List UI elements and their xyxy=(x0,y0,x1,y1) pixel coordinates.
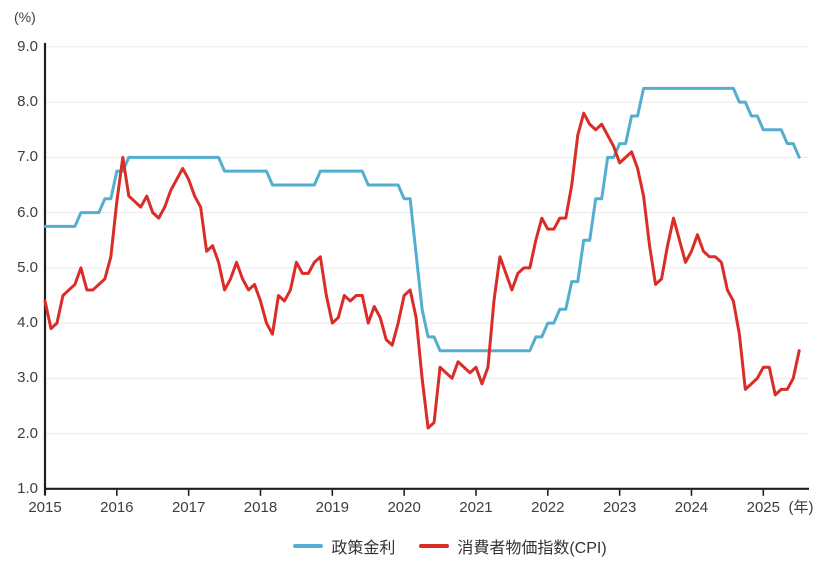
x-axis-tick-label: 2022 xyxy=(531,499,565,516)
legend-label: 政策金利 xyxy=(331,540,396,557)
x-axis-tick-label: 2018 xyxy=(243,499,278,516)
y-axis-tick-label: 1.0 xyxy=(17,479,38,497)
y-axis-unit-label: (%) xyxy=(14,9,36,25)
legend-item-policy-rate: 政策金利 xyxy=(293,534,395,558)
legend-item-cpi: 消費者物価指数(CPI) xyxy=(419,534,607,558)
policy-rate-line xyxy=(43,86,801,353)
x-axis-unit-label: (年) xyxy=(788,499,814,516)
y-axis-tick-label: 4.0 xyxy=(17,314,38,332)
x-axis-tick-label: 2025 xyxy=(746,499,780,516)
chart-legend: 政策金利 消費者物価指数(CPI) xyxy=(30,534,840,558)
cpi-line xyxy=(43,111,801,430)
x-axis-tick-label: 2023 xyxy=(602,499,637,516)
cpi-line-swatch-icon xyxy=(419,544,450,548)
x-axis-tick-label: 2024 xyxy=(674,499,709,516)
y-axis-tick-label: 7.0 xyxy=(17,148,38,166)
policy-rate-line-swatch-icon xyxy=(293,544,324,548)
x-axis-tick-label: 2015 xyxy=(28,499,62,516)
legend-label: 消費者物価指数(CPI) xyxy=(457,540,607,557)
x-axis-tick-label: 2020 xyxy=(387,499,421,516)
x-axis-tick-label: 2017 xyxy=(171,499,206,516)
y-axis-tick-label: 2.0 xyxy=(17,424,38,442)
y-axis-tick-label: 5.0 xyxy=(17,258,38,276)
y-axis-tick-label: 8.0 xyxy=(17,93,38,111)
y-axis-tick-label: 6.0 xyxy=(17,203,38,221)
x-axis-tick-label: 2021 xyxy=(459,499,493,516)
x-axis-tick-label: 2019 xyxy=(315,499,349,516)
x-axis-tick-label: 2016 xyxy=(100,499,134,516)
y-axis-tick-label: 9.0 xyxy=(17,37,38,55)
y-axis-tick-label: 3.0 xyxy=(17,369,38,387)
